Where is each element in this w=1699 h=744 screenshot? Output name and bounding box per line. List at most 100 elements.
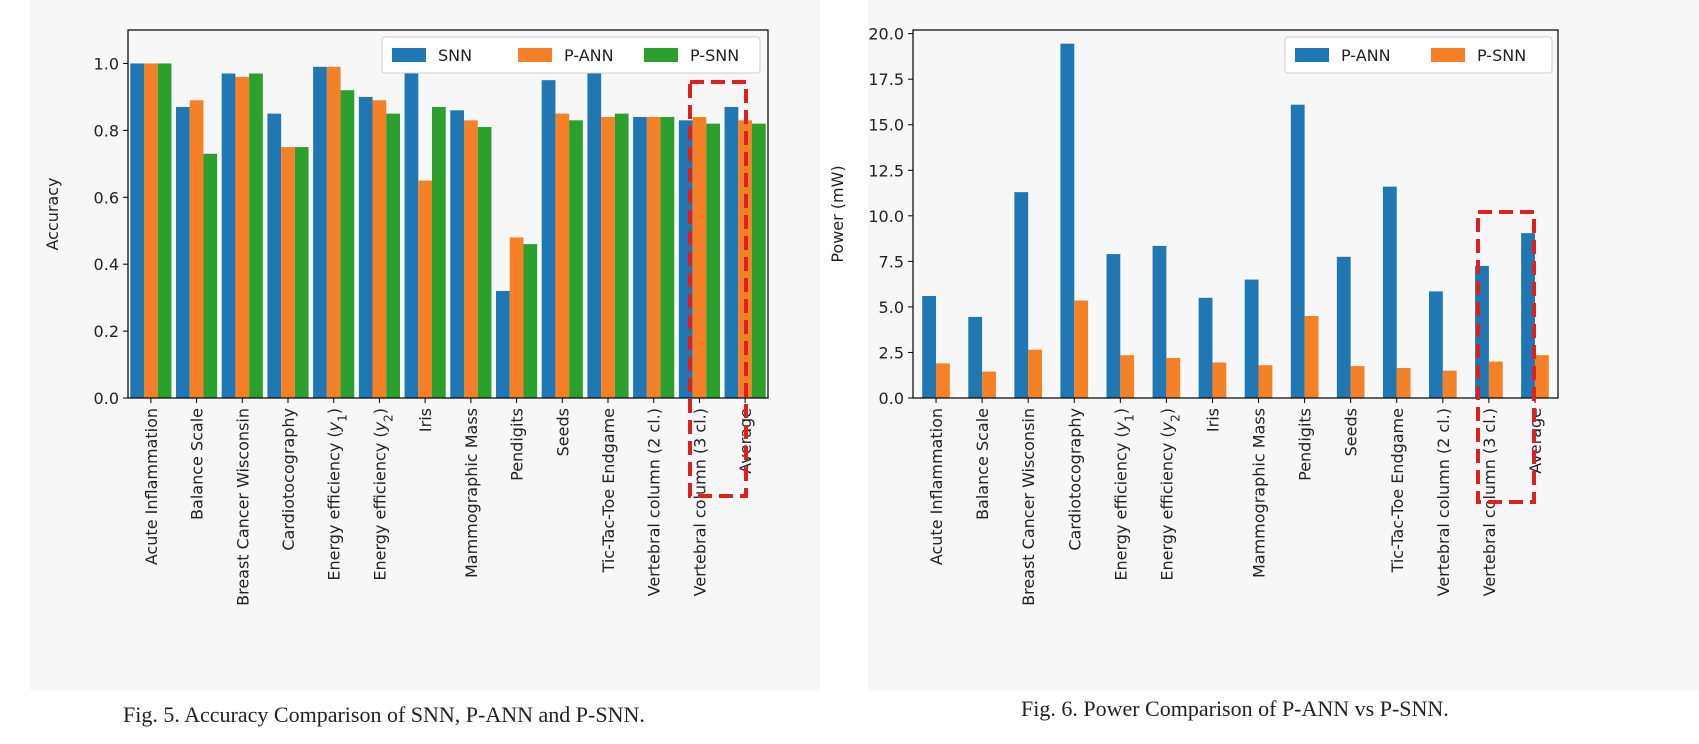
fig5-bar-p-snn-energy-efficiency-y2 <box>386 113 400 398</box>
fig5-xtick-label-tic-tac-toe-endgame: Tic-Tac-Toe Endgame <box>599 408 618 573</box>
fig5-bar-p-snn-mammographic-mass <box>477 127 492 399</box>
fig6-bar-p-ann-balance-scale <box>968 316 983 398</box>
fig5-xtick-label-breast-cancer-wisconsin: Breast Cancer Wisconsin <box>233 408 252 606</box>
fig5-bar-p-ann-mammographic-mass <box>464 120 478 398</box>
fig6-legend-swatch-p-ann <box>1295 48 1329 62</box>
fig5-ytick-label: 1.0 <box>94 54 119 73</box>
fig6-bar-p-snn-energy-efficiency-y1 <box>1120 355 1135 398</box>
fig6-bar-p-ann-energy-efficiency-y1 <box>1106 254 1121 398</box>
fig6-xtick-label-energy-efficiency-y1: Energy efficiency (y1) <box>1111 408 1136 581</box>
fig5-ytick-label: 0.2 <box>94 322 119 341</box>
fig5-bar-p-snn-vertebral-column-2-cl <box>660 116 675 398</box>
fig6-ytick-label: 20.0 <box>868 25 904 44</box>
fig6-bar-p-ann-breast-cancer-wisconsin <box>1014 192 1029 398</box>
fig6-highlight-box-average <box>1476 210 1536 504</box>
fig5-ylabel: Accuracy <box>43 177 62 250</box>
fig6-bar-p-ann-cardiotocography <box>1060 43 1075 398</box>
fig6-bar-p-ann-acute-inflammation <box>922 295 937 398</box>
fig5-bar-p-snn-energy-efficiency-y1 <box>340 90 355 398</box>
fig6-ytick-label: 2.5 <box>879 343 904 362</box>
fig5-bar-snn-balance-scale <box>176 106 190 398</box>
fig6-bar-p-snn-vertebral-column-2-cl <box>1442 370 1457 398</box>
fig6-xtick-label-mammographic-mass: Mammographic Mass <box>1250 408 1269 578</box>
fig6-ytick-label: 15.0 <box>868 116 904 135</box>
fig5-bar-snn-average <box>724 106 739 398</box>
fig5-bar-snn-acute-inflammation <box>130 63 144 398</box>
fig5-bar-p-ann-energy-efficiency-y1 <box>326 66 341 399</box>
fig6-xtick-label-seeds: Seeds <box>1342 408 1361 456</box>
fig5-xtick-label-energy-efficiency-y2: Energy efficiency (y2) <box>370 408 395 581</box>
fig5-xtick-label-energy-efficiency-y1: Energy efficiency (y1) <box>325 408 350 581</box>
fig5-bar-p-snn-seeds <box>569 120 583 398</box>
fig6-legend: P-ANN P-SNN <box>1284 36 1553 74</box>
fig6-bar-p-snn-balance-scale <box>982 371 996 398</box>
fig5-bar-p-snn-pendigits <box>523 244 538 398</box>
fig5-legend-label-snn: SNN <box>438 46 472 65</box>
fig6-bar-p-ann-vertebral-column-2-cl <box>1429 291 1443 398</box>
fig6-bar-p-ann-mammographic-mass <box>1244 279 1259 398</box>
fig6-ytick-label: 12.5 <box>868 161 904 180</box>
fig6-bar-p-snn-energy-efficiency-y2 <box>1166 357 1181 398</box>
fig6-axes-frame <box>912 29 1559 399</box>
fig5-bar-snn-tic-tac-toe-endgame <box>587 73 602 399</box>
fig5-xtick-label-seeds: Seeds <box>553 408 572 456</box>
fig6-bar-p-ann-average <box>1521 233 1535 398</box>
fig5-bar-p-ann-vertebral-column-2-cl <box>646 116 661 398</box>
fig6-bar-p-snn-pendigits <box>1304 316 1319 398</box>
fig5-xtick-label-acute-inflammation: Acute Inflammation <box>142 408 161 565</box>
fig5-xtick-label-balance-scale: Balance Scale <box>188 408 207 520</box>
fig5-bar-p-ann-tic-tac-toe-endgame <box>601 116 615 398</box>
fig5-bar-snn-mammographic-mass <box>450 110 464 398</box>
fig5-xtick-label-average: Average <box>736 408 755 474</box>
fig5-bar-p-snn-breast-cancer-wisconsin <box>249 73 263 399</box>
fig6-legend-swatch-p-snn <box>1431 48 1465 62</box>
fig5-bar-p-snn-vertebral-column-3-cl <box>706 123 720 399</box>
fig6-bar-p-snn-tic-tac-toe-endgame <box>1396 367 1411 398</box>
fig6-ylabel: Power (mW) <box>828 165 847 262</box>
fig6-ytick-label: 17.5 <box>868 70 904 89</box>
fig5-bar-p-snn-iris <box>432 106 446 398</box>
fig6-bar-p-snn-acute-inflammation <box>936 363 950 398</box>
fig6-chart: 0.0 2.5 5.0 7.5 10.0 12.5 15.0 17.5 20.0 Power (m… <box>828 25 1559 606</box>
fig5-xtick-label-vertebral-column-2-cl: Vertebral column (2 cl.) <box>645 408 664 596</box>
fig6-xtick-label-iris: Iris <box>1203 408 1222 432</box>
fig5-xtick-label-pendigits: Pendigits <box>508 408 527 481</box>
fig6-bar-p-snn-iris <box>1212 362 1227 398</box>
fig5-ytick-label: 0.8 <box>94 121 119 140</box>
fig6-bar-p-snn-seeds <box>1350 366 1365 398</box>
fig5-bar-p-ann-pendigits <box>509 237 524 398</box>
fig6-bar-p-snn-breast-cancer-wisconsin <box>1028 349 1042 398</box>
fig6-xtick-label-acute-inflammation: Acute Inflammation <box>927 408 946 565</box>
fig5-ytick-label: 0.0 <box>94 389 119 408</box>
fig6-ytick-label: 0.0 <box>879 389 904 408</box>
fig5-xtick-label-mammographic-mass: Mammographic Mass <box>462 408 481 578</box>
fig5-bar-p-ann-seeds <box>555 113 570 398</box>
fig5-bar-snn-cardiotocography <box>267 113 282 398</box>
fig5-xtick-label-vertebral-column-3-cl: Vertebral column (3 cl.) <box>690 408 709 596</box>
fig5-caption: Fig. 5. Accuracy Comparison of SNN, P-AN… <box>123 702 645 727</box>
fig6-bar-p-snn-vertebral-column-3-cl <box>1488 361 1503 398</box>
fig5-bar-snn-energy-efficiency-y1 <box>313 66 327 399</box>
fig5-chart: 0.0 0.2 0.4 0.6 0.8 1.0 Accuracy Acute Inflamma… <box>43 29 769 606</box>
fig5-bar-p-snn-average <box>752 123 766 399</box>
fig6-bar-p-ann-tic-tac-toe-endgame <box>1382 186 1397 398</box>
fig6-legend-label-p-snn: P-SNN <box>1477 46 1526 65</box>
fig6-bar-p-ann-vertebral-column-3-cl <box>1475 265 1489 398</box>
fig5-bar-snn-vertebral-column-2-cl <box>633 116 647 398</box>
fig6-legend-label-p-ann: P-ANN <box>1341 46 1391 65</box>
fig5-bar-p-ann-iris <box>418 180 432 398</box>
fig5-bar-p-ann-acute-inflammation <box>144 63 158 398</box>
fig5-axes-frame <box>127 29 769 399</box>
fig6-xtick-label-energy-efficiency-y2: Energy efficiency (y2) <box>1157 408 1182 581</box>
fig6-caption: Fig. 6. Power Comparison of P-ANN vs P-S… <box>1021 696 1449 721</box>
fig6-legend-box <box>1284 36 1553 74</box>
fig5-bar-p-ann-cardiotocography <box>281 147 295 398</box>
fig6-bar-p-snn-mammographic-mass <box>1258 365 1273 398</box>
fig6-bar-p-ann-iris <box>1198 297 1213 398</box>
fig5-bar-p-snn-balance-scale <box>203 153 218 398</box>
fig6-bar-p-ann-pendigits <box>1290 104 1305 398</box>
fig6-xtick-label-cardiotocography: Cardiotocography <box>1065 408 1084 551</box>
fig5-bar-snn-iris <box>404 73 419 399</box>
fig6-xtick-label-balance-scale: Balance Scale <box>973 408 992 520</box>
